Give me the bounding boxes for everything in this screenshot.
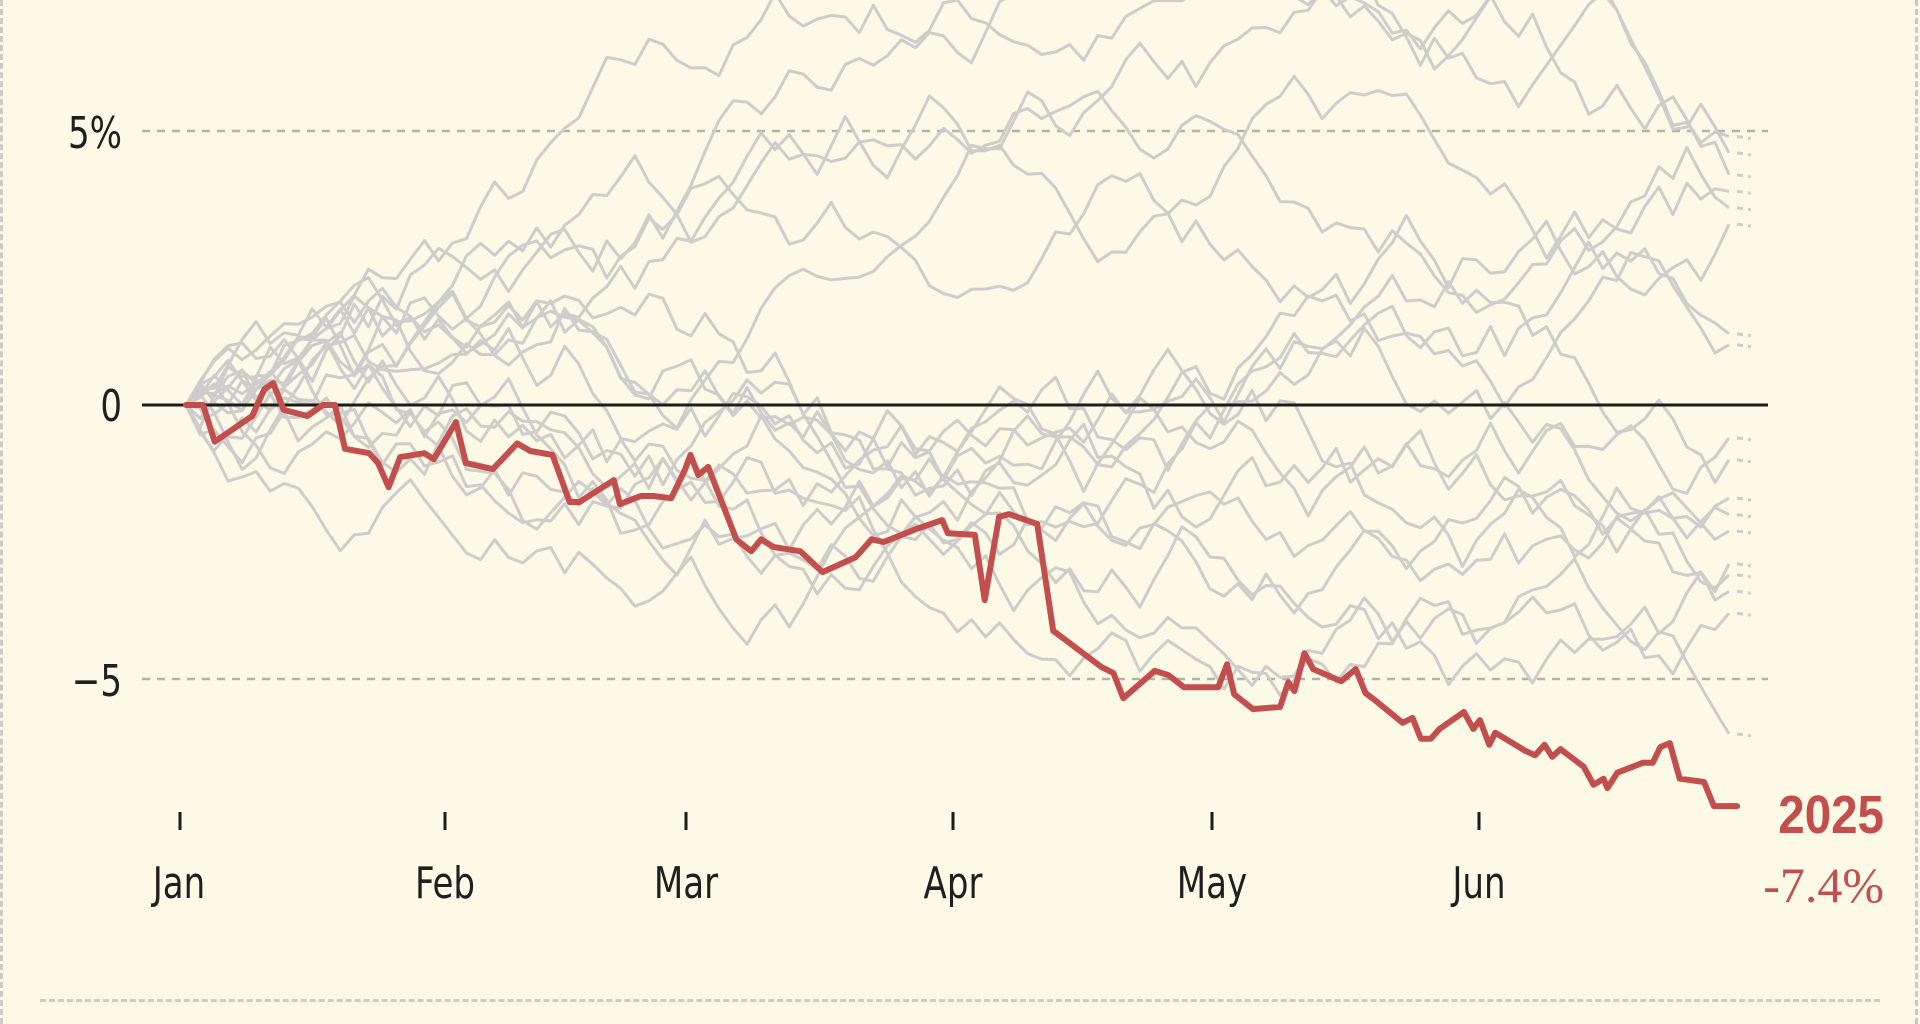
background-series-line: [184, 291, 1730, 602]
x-label-jun: Jun: [1452, 858, 1506, 909]
series-end-marker: [1736, 513, 1752, 519]
background-series-line: [184, 306, 1730, 615]
highlight-end-value: -7.4%: [1763, 857, 1884, 913]
series-end-marker: [1736, 189, 1752, 195]
background-series-line: [184, 377, 1731, 697]
background-series-line: [184, 0, 1731, 430]
background-series-line: [184, 74, 1730, 406]
gridlines: [142, 129, 1768, 681]
series-end-marker: [1736, 732, 1752, 738]
series-end-marker: [1736, 496, 1752, 502]
background-series-line: [184, 0, 1730, 430]
x-label-mar: Mar: [653, 858, 719, 909]
series-end-marker: [1736, 332, 1752, 338]
series-end-marker: [1736, 458, 1752, 464]
series-end-marker: [1736, 343, 1752, 349]
x-axis-ticks: [178, 812, 1481, 830]
background-series-line: [185, 339, 1731, 590]
background-series-line: [184, 404, 1731, 687]
highlight-series-2025: [183, 380, 1741, 810]
series-end-marker: [1736, 173, 1752, 179]
x-label-feb: Feb: [414, 858, 476, 909]
series-end-marker: [1736, 562, 1752, 568]
background-series-line: [184, 331, 1731, 735]
background-series-line: [184, 89, 1730, 453]
background-series-line: [184, 172, 1731, 406]
series-end-marker: [1736, 151, 1752, 157]
background-series-line: [185, 240, 1730, 556]
frame-right-border: [1915, 0, 1918, 1024]
background-series: [184, 0, 1752, 738]
series-end-marker: [1736, 589, 1752, 595]
highlight-year-label: 2025: [1778, 785, 1884, 845]
background-series-line: [184, 348, 1730, 568]
frame-left-border: [0, 0, 3, 1024]
background-series-line: [185, 327, 1731, 518]
background-series-line: [185, 251, 1730, 538]
x-label-apr: Apr: [923, 858, 983, 909]
y-label-minus5: −5: [71, 656, 122, 707]
y-label-0: 0: [100, 381, 122, 432]
y-label-5: 5%: [67, 108, 122, 159]
x-label-may: May: [1176, 858, 1248, 909]
series-end-marker: [1736, 573, 1752, 579]
series-end-marker: [1736, 206, 1752, 212]
background-series-line: [184, 326, 1730, 577]
frame-bottom-divider: [40, 999, 1880, 1002]
x-label-jan: Jan: [152, 858, 206, 909]
series-end-marker: [1736, 222, 1752, 228]
series-end-marker: [1736, 436, 1752, 442]
background-series-line: [184, 0, 1731, 406]
series-end-marker: [1736, 611, 1752, 617]
series-end-marker: [1736, 529, 1752, 535]
series-end-marker: [1736, 134, 1752, 140]
